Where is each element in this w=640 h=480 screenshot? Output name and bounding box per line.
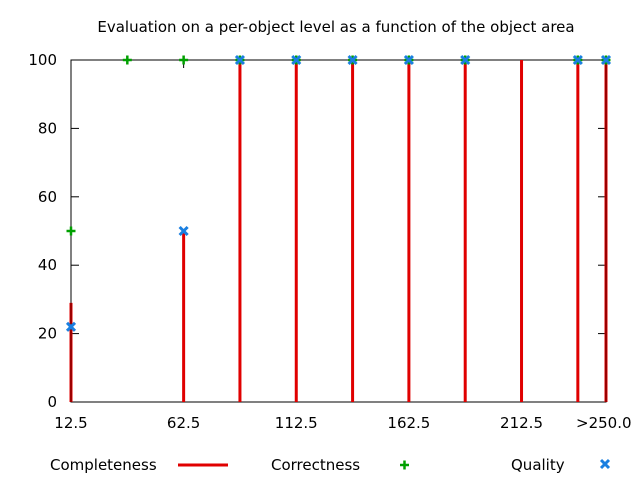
quality-point (403, 54, 414, 66)
quality-point (234, 54, 246, 66)
quality-point (291, 54, 302, 66)
x-tick-label: 62.5 (167, 414, 200, 432)
legend-label-completeness: Completeness (50, 456, 157, 474)
correctness-point (122, 55, 132, 65)
legend: Completeness Correctness Quality (50, 456, 611, 474)
y-tick-label: 40 (38, 256, 57, 274)
quality-point (65, 321, 77, 332)
quality-point (460, 54, 471, 66)
y-tick-label: 80 (38, 119, 57, 137)
x-tick-label: 112.5 (275, 414, 318, 432)
plot-area: 0 20 40 60 80 100 12.5 62.5 112.5 162.5 212.5 >250.… (28, 51, 631, 432)
y-tick-label: 0 (47, 393, 57, 411)
quality-point (178, 225, 189, 237)
chart-title: Evaluation on a per-object level as a fu… (97, 18, 574, 36)
y-tick-label: 20 (38, 325, 57, 343)
legend-marker-correctness (400, 460, 409, 470)
y-tick-label: 100 (28, 51, 57, 69)
x-tick-label: 162.5 (387, 414, 430, 432)
y-tick-label: 60 (38, 188, 57, 206)
quality-point (572, 54, 583, 66)
correctness-point (179, 55, 189, 65)
plot-frame (70, 59, 607, 403)
legend-label-correctness: Correctness (271, 456, 360, 474)
x-tick-label: >250.0 (576, 414, 632, 432)
correctness-point (66, 226, 76, 236)
legend-marker-quality (599, 458, 611, 470)
quality-point (600, 54, 612, 66)
x-tick-label: 12.5 (54, 414, 87, 432)
quality-point (347, 54, 358, 66)
legend-label-quality: Quality (511, 456, 565, 474)
x-tick-label: 212.5 (500, 414, 543, 432)
